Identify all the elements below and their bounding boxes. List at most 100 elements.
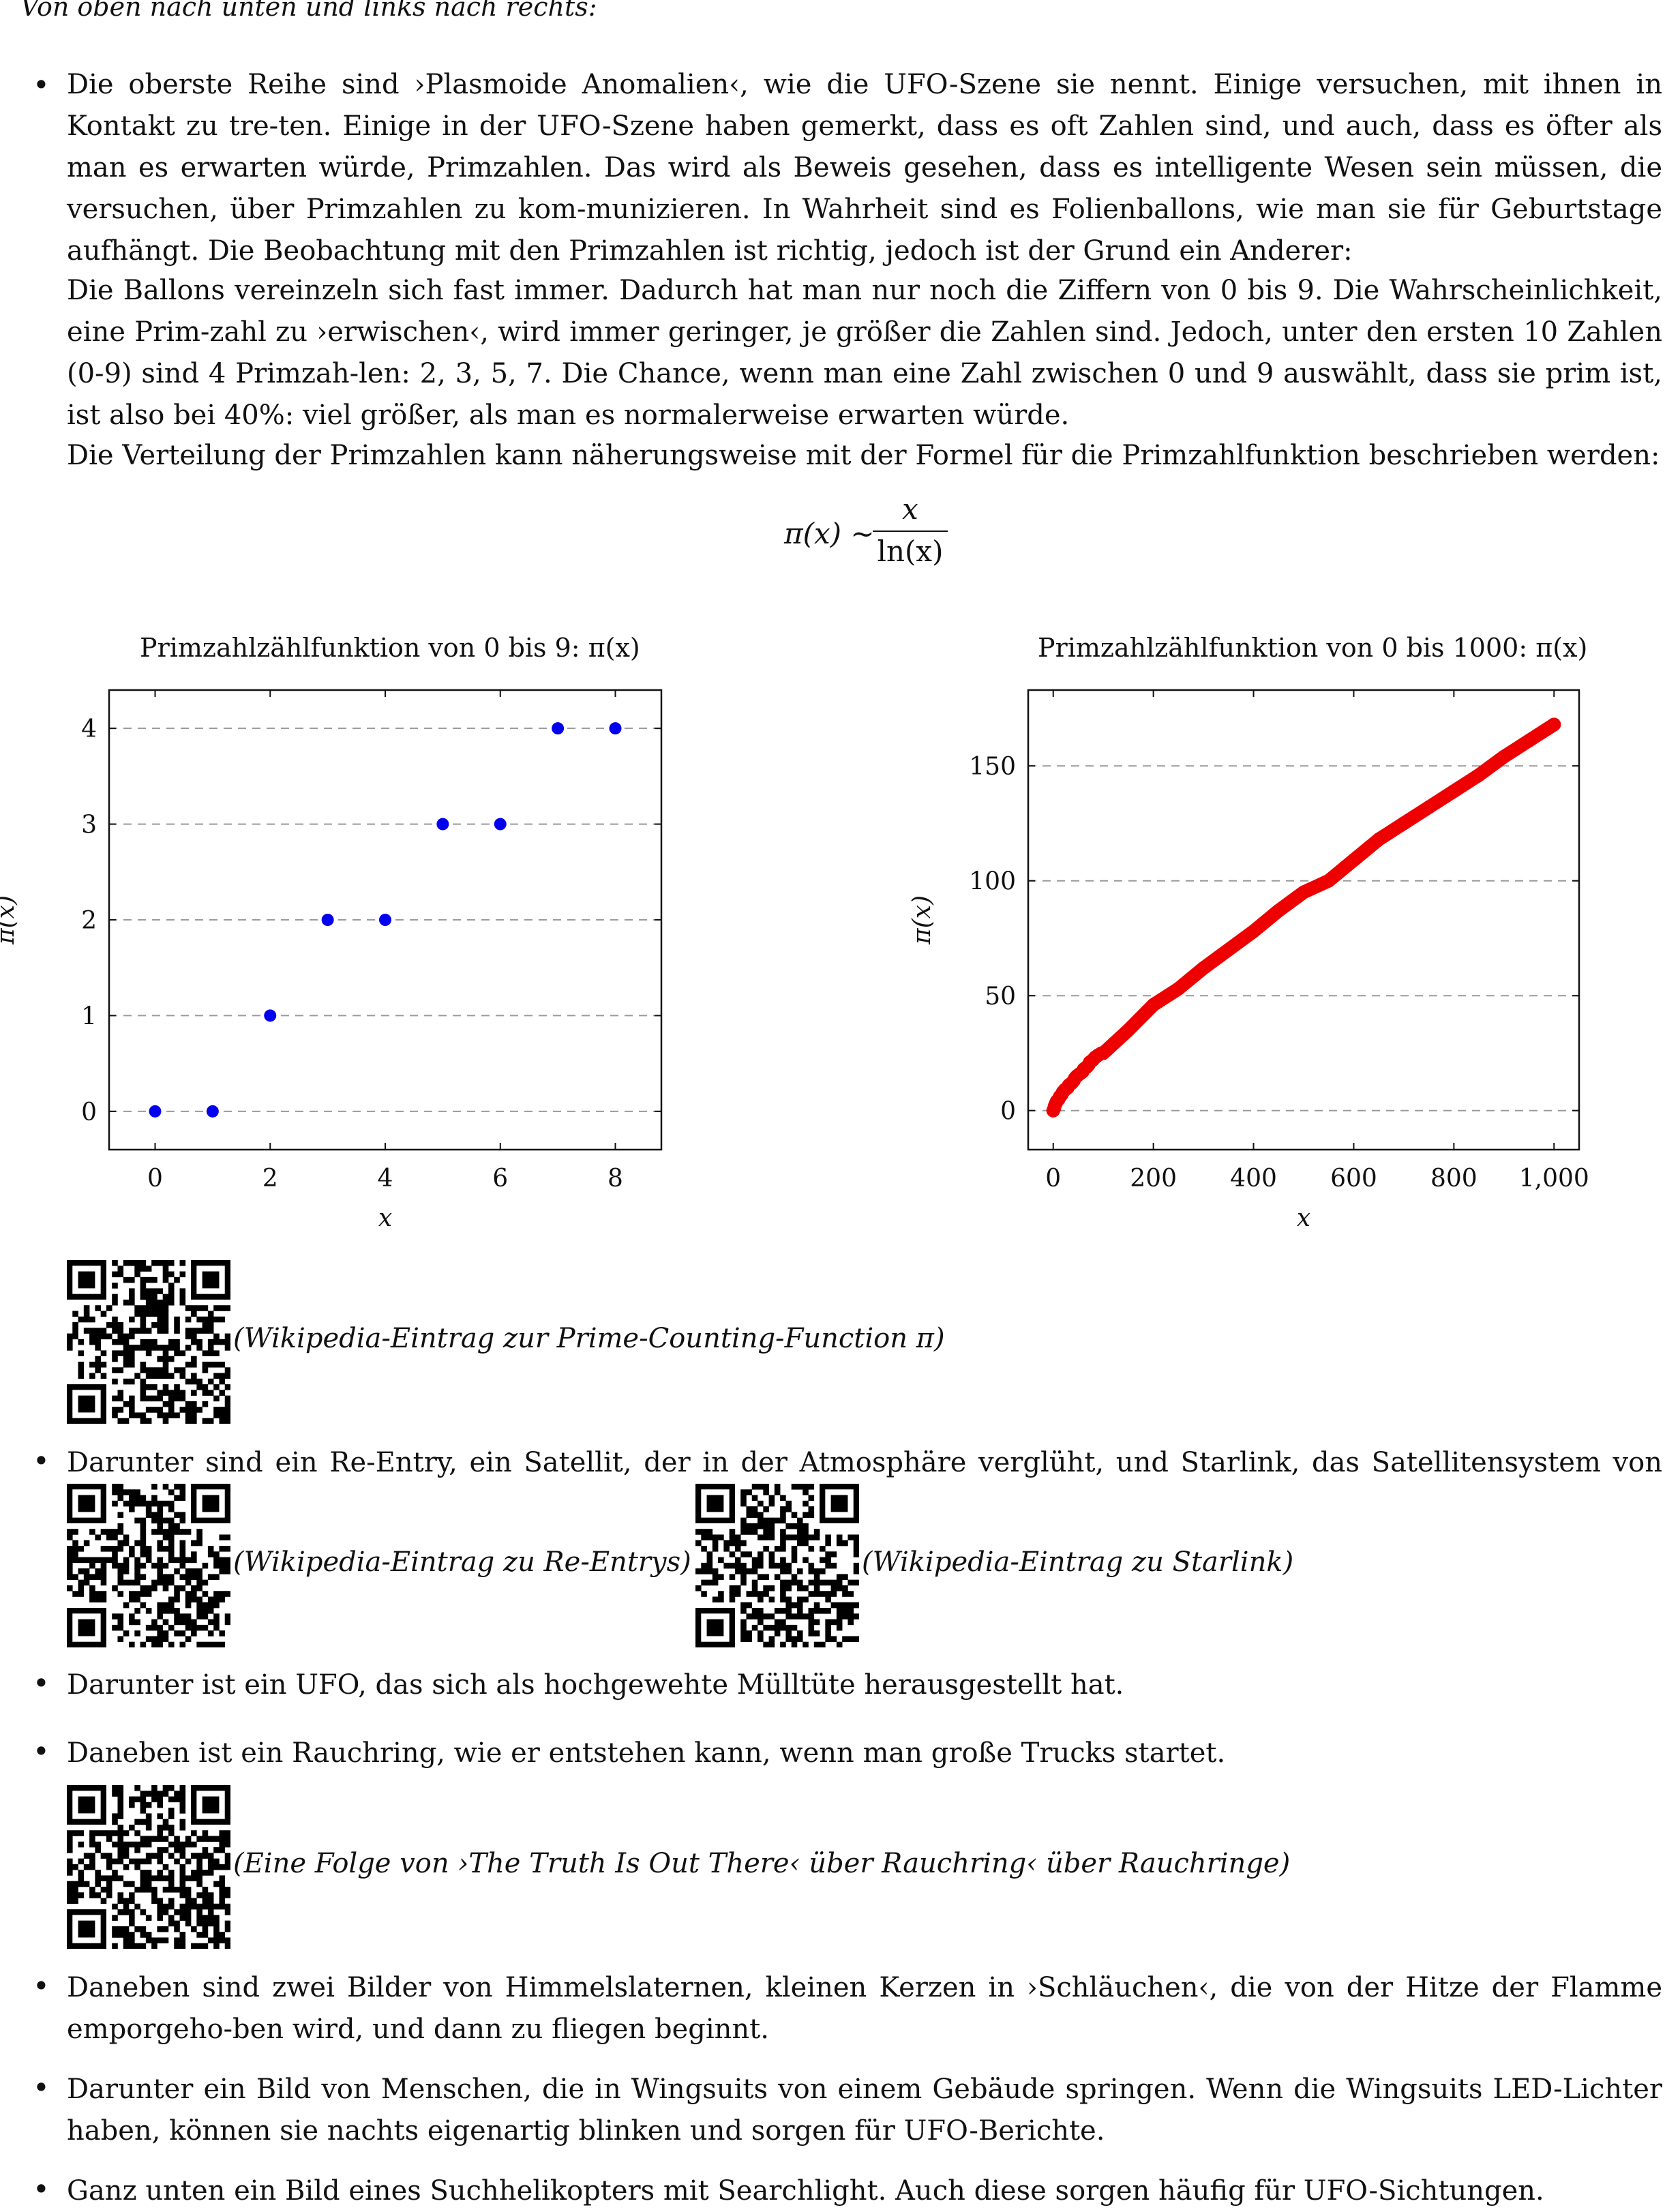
qr-module (207, 1546, 214, 1552)
qr-module (112, 1791, 118, 1797)
qr-module (162, 1630, 169, 1636)
qr-module (157, 1903, 163, 1910)
qr-module (196, 1540, 202, 1546)
qr-module (808, 1579, 815, 1586)
qr-module (191, 1585, 197, 1591)
plot-frame (1027, 689, 1580, 1151)
qr-module (179, 1892, 186, 1898)
qr-module (174, 1630, 180, 1636)
qr-module (100, 1830, 107, 1836)
qr-module (168, 1345, 175, 1351)
qr-module (157, 1870, 163, 1876)
qr-module (774, 1562, 781, 1569)
qr-module (157, 1898, 163, 1904)
qr-module (157, 1875, 163, 1881)
qr-module (83, 1853, 90, 1859)
y-tick-label: 1 (81, 1002, 97, 1030)
qr-module (768, 1523, 775, 1529)
qr-module (123, 1299, 130, 1306)
qr-module (758, 1534, 764, 1541)
qr-module (808, 1624, 815, 1631)
qr-module (157, 1311, 163, 1317)
qr-module (78, 1316, 85, 1323)
qr-module (796, 1517, 803, 1524)
qr-module (219, 1546, 226, 1552)
qr-module (151, 1796, 158, 1803)
qr-module (758, 1512, 764, 1518)
qr-module (123, 1841, 130, 1848)
qr-module (196, 1858, 202, 1865)
data-point (1321, 873, 1336, 888)
qr-module (185, 1333, 192, 1340)
qr-module (207, 1858, 214, 1865)
qr-module (207, 1574, 214, 1580)
qr-module (185, 1909, 192, 1915)
qr-module (802, 1500, 809, 1507)
qr-module (196, 1624, 202, 1631)
qr-module (768, 1500, 775, 1507)
qr-module (836, 1579, 843, 1586)
qr-module (802, 1484, 809, 1490)
qr-module (219, 1339, 226, 1345)
qr-code-starlink[interactable] (695, 1484, 859, 1647)
qr-module (117, 1367, 124, 1373)
qr-module (207, 1350, 214, 1356)
qr-module (219, 1903, 226, 1910)
qr-module (701, 1562, 707, 1569)
qr-code-reentry[interactable] (67, 1484, 230, 1647)
qr-module (174, 1316, 180, 1323)
qr-module (67, 1339, 73, 1345)
qr-module (213, 1333, 220, 1340)
qr-module (791, 1551, 798, 1557)
qr-module (168, 1517, 175, 1524)
data-point (1246, 924, 1261, 938)
qr-module (207, 1345, 214, 1351)
qr-module (796, 1568, 803, 1574)
data-point (1221, 942, 1235, 957)
qr-module (106, 1836, 112, 1842)
qr-code-smoke-ring[interactable] (67, 1785, 230, 1949)
qr-module (145, 1608, 152, 1614)
qr-module (123, 1943, 130, 1949)
qr-module (145, 1384, 152, 1390)
qr-module (224, 1619, 230, 1626)
qr-module (129, 1500, 135, 1507)
qr-module (196, 1881, 202, 1887)
qr-module (67, 1892, 73, 1898)
qr-module (112, 1260, 118, 1266)
qr-module (95, 1591, 101, 1597)
qr-module (174, 1858, 180, 1865)
qr-module (151, 1529, 158, 1535)
qr-module (853, 1613, 859, 1619)
qr-module (145, 1506, 152, 1512)
x-tick-label: 800 (1430, 1165, 1478, 1193)
qr-module (825, 1557, 831, 1564)
qr-module (151, 1484, 158, 1490)
qr-module (224, 1395, 230, 1402)
qr-code-prime-counting[interactable] (67, 1260, 230, 1424)
qr-module (174, 1909, 180, 1915)
qr-module (123, 1864, 130, 1870)
qr-module (134, 1579, 140, 1586)
qr-module (72, 1540, 78, 1546)
qr-module (168, 1299, 175, 1306)
data-point (1347, 853, 1361, 867)
qr-module (140, 1384, 147, 1390)
qr-module (191, 1401, 197, 1407)
qr-module (751, 1608, 758, 1614)
qr-module (202, 1602, 209, 1609)
qr-module (758, 1574, 764, 1580)
qr-module (162, 1602, 169, 1609)
qr-module (117, 1529, 124, 1535)
qr-module (813, 1641, 820, 1647)
qr-module (151, 1322, 158, 1328)
qr-module (196, 1909, 202, 1915)
qr-module (83, 1305, 90, 1311)
qr-module (145, 1819, 152, 1825)
qr-module (145, 1836, 152, 1842)
qr-module (729, 1585, 736, 1591)
qr-module (191, 1339, 197, 1345)
qr-module (157, 1546, 163, 1552)
qr-module (185, 1328, 192, 1334)
qr-module (802, 1585, 809, 1591)
